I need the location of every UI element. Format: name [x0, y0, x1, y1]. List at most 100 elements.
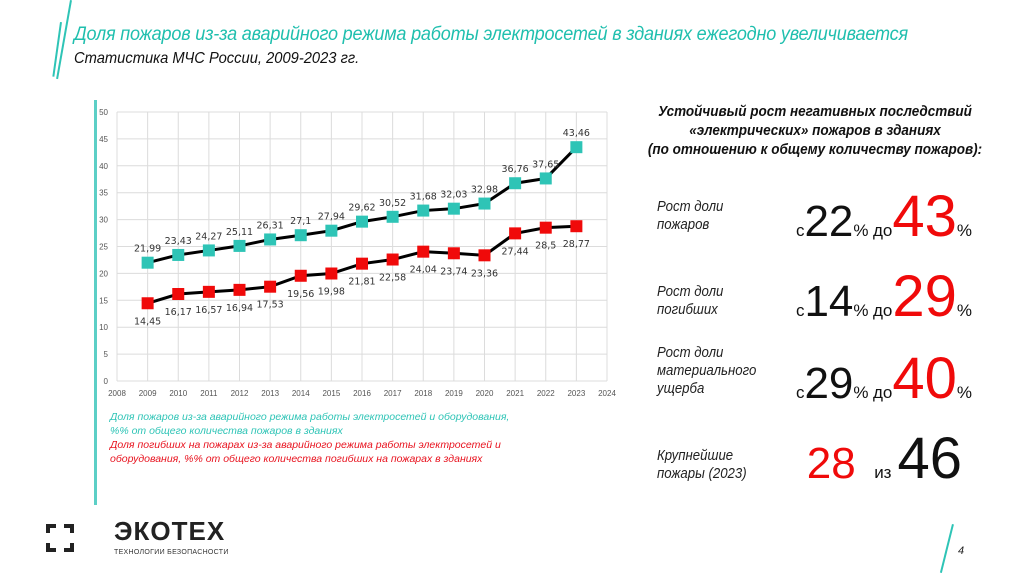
data-point-marker	[294, 229, 307, 242]
x-tick-label: 2011	[200, 389, 218, 398]
x-tick-label: 2016	[353, 389, 371, 398]
data-label: 32,98	[471, 185, 498, 196]
line-chart: 0 5 10 15 20 25 30 35 40 45 50 2008 2009 2010 2011 201…	[99, 108, 616, 398]
stat-unit: %	[956, 301, 972, 320]
x-tick-label: 2012	[231, 389, 249, 398]
legend-text: %% от общего количества пожаров в здания…	[110, 425, 343, 437]
y-tick-label: 50	[99, 108, 108, 117]
stat-values-fires: с22% до43%	[796, 188, 972, 246]
stat-label-line: пожаров	[657, 216, 710, 233]
chart-legend: Доля пожаров из-за аварийного режима раб…	[110, 410, 509, 466]
data-point-marker	[509, 227, 522, 240]
data-label: 28,5	[535, 241, 556, 252]
x-tick-label: 2024	[598, 389, 616, 398]
data-label: 30,52	[379, 198, 406, 209]
data-point-marker	[294, 269, 307, 282]
data-point-marker	[417, 245, 430, 258]
data-label: 21,81	[348, 277, 375, 288]
data-point-marker	[539, 172, 552, 185]
data-label: 43,46	[563, 128, 590, 139]
data-point-marker	[447, 247, 460, 260]
stat-label-fires: Рост доли пожаров	[657, 198, 723, 234]
data-label: 36,76	[502, 164, 529, 175]
largest-fires-total: 46	[897, 426, 962, 491]
data-label: 26,31	[257, 220, 284, 231]
y-tick-label: 45	[99, 135, 108, 144]
y-tick-label: 25	[99, 243, 108, 252]
stat-unit: %	[956, 383, 972, 402]
stat-values-damage: с29% до40%	[796, 350, 972, 408]
data-point-marker	[325, 224, 338, 237]
legend-text: Доля пожаров из-за аварийного режима раб…	[110, 411, 510, 423]
data-label: 27,1	[290, 216, 311, 227]
chart-series	[141, 141, 583, 310]
x-tick-label: 2009	[139, 389, 157, 398]
data-label: 17,53	[257, 300, 284, 311]
stat-label-line: погибших	[657, 301, 718, 318]
summary-heading-line: «электрических» пожаров в зданиях	[689, 122, 941, 139]
data-label: 23,43	[165, 236, 192, 247]
data-label: 27,44	[502, 246, 529, 257]
x-tick-label: 2013	[261, 389, 279, 398]
data-point-marker	[202, 285, 215, 298]
page-number: 4	[958, 545, 965, 557]
data-point-marker	[478, 197, 491, 210]
x-tick-label: 2019	[445, 389, 463, 398]
stat-unit: %	[853, 221, 869, 240]
stat-label-line: Крупнейшие	[657, 447, 734, 464]
data-label: 16,17	[165, 307, 192, 318]
stat-from-prefix: с	[795, 221, 805, 240]
page-subtitle: Статистика МЧС России, 2009-2023 гг.	[74, 50, 360, 67]
stat-label-deaths: Рост доли погибших	[657, 283, 723, 319]
data-point-marker	[264, 280, 277, 293]
data-point-marker	[356, 215, 368, 228]
data-label: 37,65	[532, 159, 559, 170]
data-label: 29,62	[348, 203, 375, 214]
x-tick-label: 2018	[414, 389, 432, 398]
data-label: 31,68	[410, 192, 437, 203]
stat-values-largest-fires: 28 из 46	[807, 430, 962, 488]
data-point-marker	[141, 297, 154, 310]
stat-unit: %	[853, 383, 869, 402]
y-tick-label: 30	[99, 216, 108, 225]
stat-unit: %	[956, 221, 972, 240]
data-point-marker	[172, 288, 185, 301]
data-point-marker	[233, 283, 246, 296]
data-point-marker	[386, 253, 399, 266]
y-axis-ticks: 0 5 10 15 20 25 30 35 40 45 50	[99, 108, 108, 386]
x-tick-label: 2017	[384, 389, 402, 398]
stat-label-largest-fires: Крупнейшие пожары (2023)	[657, 447, 747, 483]
data-label: 24,04	[410, 265, 437, 276]
summary-heading: Устойчивый рост негативных последствий «…	[644, 102, 986, 159]
stat-label-line: пожары (2023)	[657, 465, 747, 482]
data-label: 28,77	[563, 239, 590, 250]
stat-from-prefix: с	[795, 383, 805, 402]
x-tick-label: 2010	[169, 389, 187, 398]
stat-to-value: 43	[892, 184, 957, 249]
data-label: 22,58	[379, 273, 406, 284]
stat-to-value: 29	[892, 264, 957, 329]
chart-accent-bar	[94, 100, 97, 505]
data-label: 19,98	[318, 287, 345, 298]
stat-label-line: материального	[657, 362, 757, 379]
data-label: 23,74	[440, 266, 467, 277]
data-label: 27,94	[318, 212, 345, 223]
data-point-marker	[570, 141, 583, 154]
stat-values-deaths: с14% до29%	[796, 268, 972, 326]
data-point-marker	[233, 239, 246, 252]
stat-label-line: Рост доли	[657, 198, 724, 215]
data-point-marker	[417, 204, 430, 217]
x-tick-label: 2020	[476, 389, 494, 398]
data-point-marker	[447, 202, 460, 215]
data-label: 16,94	[226, 303, 253, 314]
data-point-marker	[570, 220, 583, 233]
data-label: 24,27	[195, 231, 222, 242]
data-label: 21,99	[134, 244, 161, 255]
data-point-marker	[141, 256, 154, 269]
data-point-marker	[325, 267, 338, 280]
legend-item-deaths-share: Доля погибших на пожарах из-за аварийног…	[110, 438, 509, 466]
data-point-marker	[509, 177, 522, 190]
stat-label-line: Рост доли	[657, 344, 724, 361]
stat-from-value: 14	[804, 277, 854, 326]
